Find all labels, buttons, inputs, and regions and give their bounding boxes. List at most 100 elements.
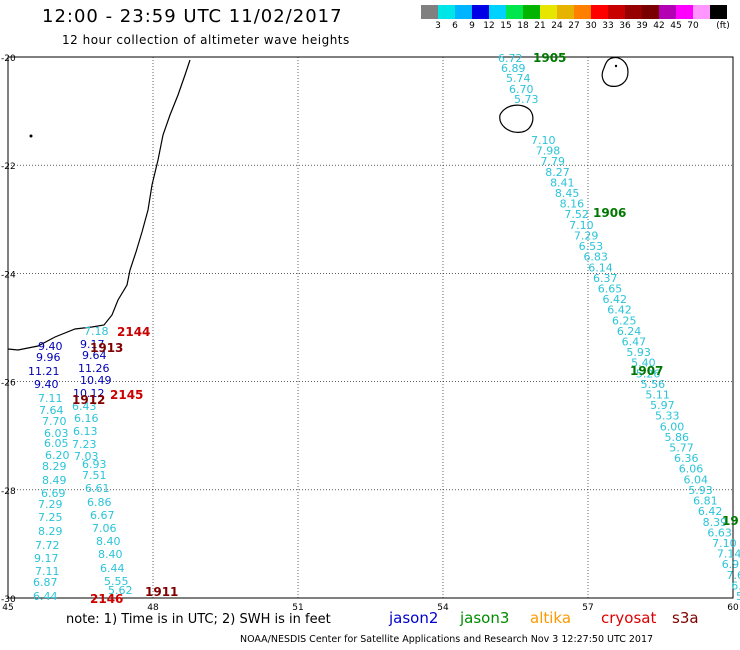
track-value-west-blue: 9.17 [80, 338, 105, 351]
track-value-east-main: 6.00 [660, 420, 685, 433]
legend-swatch [710, 5, 727, 19]
time-label-s3a: 1913 [90, 341, 123, 355]
legend-label: 9 [469, 21, 475, 31]
satellite-label-s3a: s3a [672, 609, 699, 627]
track-value-west-blue: 10.49 [80, 374, 112, 387]
legend-label: 12 [483, 21, 495, 31]
legend-swatch [625, 5, 642, 19]
track-value-west-blue: 11.26 [78, 362, 110, 375]
track-value-east-main: 8.16 [560, 198, 585, 211]
legend-labels: 3 6 9 12 15 18 21 24 27 30 33 36 39 42 45 70 (ft) [421, 19, 740, 33]
track-value-west-inner: 7.23 [72, 438, 97, 451]
track-value-west-outer: 8.29 [38, 525, 63, 538]
time-label-jason3: 1906 [593, 206, 626, 220]
track-value-east-main: 7.61 [726, 569, 740, 582]
track-value-east-main: 5.33 [655, 410, 680, 423]
track-value-west-inner: 8.40 [98, 548, 123, 561]
track-value-east-main: 6.04 [684, 473, 709, 486]
reunion-island [499, 104, 534, 133]
legend-swatch [506, 5, 523, 19]
legend-unit: (ft) [716, 21, 730, 31]
track-value-east-main: 6.37 [593, 272, 618, 285]
track-value-west-outer: 9.40 [38, 340, 63, 353]
time-label-cryosat: 2146 [90, 592, 123, 606]
track-value-east-main: 6.81 [693, 495, 718, 508]
legend-swatch [489, 5, 506, 19]
track-value-west-inner: 5.55 [104, 575, 129, 588]
track-value-west-inner: 6.44 [100, 562, 125, 575]
track-value-west-inner: 6.61 [85, 482, 110, 495]
mauritius-island [601, 57, 629, 87]
track-value-east-main: 6.83 [583, 251, 608, 264]
islet-marker [614, 64, 618, 68]
page-title: 12:00 - 23:59 UTC 11/02/2017 [42, 6, 343, 27]
lat-tick-label: -20 [1, 54, 16, 64]
satellite-label-jason3: jason3 [460, 609, 510, 627]
credit-line: NOAA/NESDIS Center for Satellite Applica… [240, 634, 654, 645]
track-value-west-outer: 9.40 [34, 378, 59, 391]
track-value-west-inner: 7.03 [74, 450, 99, 463]
track-value-west-outer: 7.11 [38, 392, 63, 405]
track-value-east-top: 6.89 [501, 62, 526, 75]
time-label-s3a: 1912 [72, 393, 105, 407]
track-value-west-inner: 6.93 [82, 458, 107, 471]
track-value-west-outer: 7.64 [39, 404, 64, 417]
track-value-east-main: 8.45 [555, 187, 580, 200]
track-value-east-main: 6.14 [588, 261, 613, 274]
madagascar-coastline [7, 59, 191, 351]
time-label-cryosat: 2145 [110, 388, 143, 402]
track-value-west-outer: 6.87 [33, 576, 58, 589]
track-value-east-main: 7.98 [536, 145, 561, 158]
page-subtitle: 12 hour collection of altimeter wave hei… [62, 33, 350, 47]
islet-marker [29, 134, 33, 138]
legend-label: 3 [435, 21, 441, 31]
track-value-west-blue: 10.12 [73, 387, 105, 400]
lon-tick-label: 60 [727, 603, 739, 612]
track-value-east-main: 5.56 [641, 378, 666, 391]
track-value-east-main: 6.63 [707, 526, 732, 539]
track-value-east-main: 6.15 [731, 579, 740, 592]
lat-tick-label: -22 [1, 162, 16, 172]
track-value-west-outer: 7.70 [42, 415, 67, 428]
track-value-west-outer: 11.21 [28, 365, 60, 378]
track-value-west-outer: 7.29 [38, 498, 63, 511]
track-value-west-outer: 8.49 [42, 474, 67, 487]
track-value-east-main: 5.97 [650, 399, 675, 412]
legend-swatch [438, 5, 455, 19]
track-value-east-main: 7.79 [541, 155, 566, 168]
track-value-west-outer: 9.96 [36, 351, 61, 364]
track-value-west-outer: 6.20 [45, 449, 70, 462]
track-value-west-inner: 6.86 [87, 496, 112, 509]
legend-swatch [676, 5, 693, 19]
track-value-east-top: 5.73 [514, 93, 539, 106]
track-value-west-outer: 6.03 [44, 427, 69, 440]
legend-swatch [540, 5, 557, 19]
legend-swatch [608, 5, 625, 19]
track-value-east-main: 6.25 [612, 314, 637, 327]
track-value-east-main: 7.52 [564, 208, 589, 221]
legend-label: 27 [568, 21, 580, 31]
time-label-jason3: 19 [722, 514, 739, 528]
track-value-east-main: 5.40 [631, 357, 656, 370]
legend-swatch [421, 5, 438, 19]
track-value-east-main: 5.93 [626, 346, 651, 359]
lat-tick-label: -30 [1, 595, 16, 605]
lon-tick-label: 54 [437, 603, 449, 612]
altimeter-map: 45 48 51 54 57 60-20-22-24-26-28-307.189.409.… [1, 51, 740, 612]
track-value-east-main: 6.47 [622, 335, 647, 348]
track-value-west-outer: 6.69 [41, 487, 66, 500]
color-legend: 3 6 9 12 15 18 21 24 27 30 33 36 39 42 45 70 (ft) [421, 5, 740, 33]
track-value-east-top: 6.70 [509, 83, 534, 96]
legend-swatch [693, 5, 710, 19]
track-value-east-main: 6.53 [579, 240, 604, 253]
track-value-east-main: 5.26 [636, 367, 661, 380]
time-label-jason3: 1907 [630, 364, 663, 378]
legend-label: 21 [534, 21, 546, 31]
track-value-west-outer: 8.29 [42, 460, 67, 473]
track-value-east-main: 8.41 [550, 176, 575, 189]
lat-tick-label: -28 [1, 487, 16, 497]
track-value-west-outer: 7.11 [35, 565, 60, 578]
legend-swatch [455, 5, 472, 19]
time-label-s3a: 1911 [145, 585, 178, 599]
track-value-east-main: 6.36 [674, 452, 699, 465]
